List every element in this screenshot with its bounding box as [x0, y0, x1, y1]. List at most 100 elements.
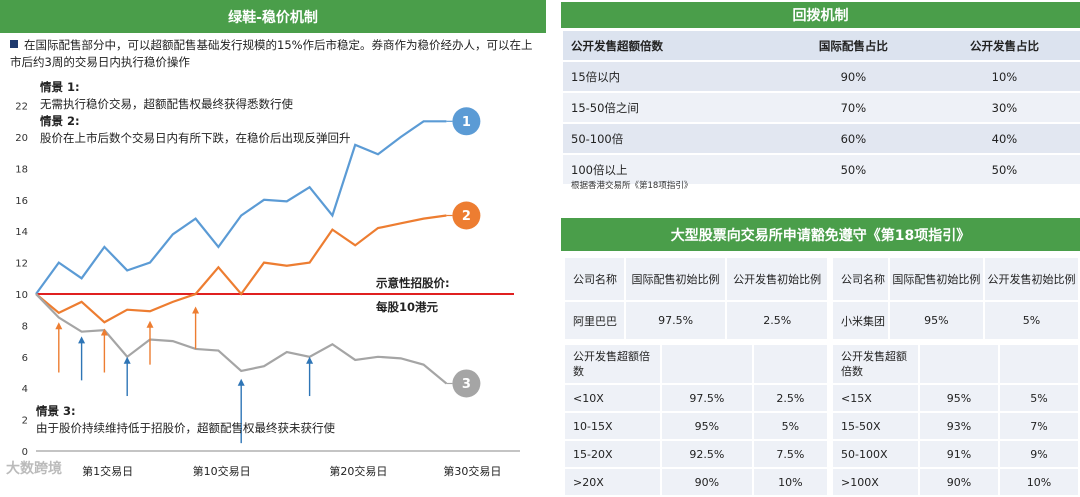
table-cell: 90% [660, 467, 754, 497]
y-tick-label: 8 [22, 321, 28, 332]
arrow-head [192, 306, 200, 314]
scenario-1-title: 情景 1: [40, 80, 80, 94]
company-header: 公司名称 [831, 256, 890, 302]
source-note: 根据香港交易所《第18项指引》 [571, 181, 693, 191]
y-tick-label: 2 [22, 416, 28, 427]
y-tick-label: 16 [15, 196, 28, 207]
multiple-header: 公开发售超额倍数 [831, 343, 920, 385]
column-header: 国际配售占比 [777, 31, 929, 62]
table-cell: 7% [998, 411, 1080, 441]
scenario-2-text: 股价在上市后数个交易日内有所下跌，在稳价后出现反弹回升 [40, 131, 351, 145]
y-tick-label: 22 [15, 102, 28, 113]
table-cell: 2.5% [725, 300, 829, 341]
table-cell: 50% [928, 154, 1080, 186]
alibaba-multiple-table: 公开发售超额倍数 <10X 97.5% 2.5% 10-15X 95% 5% 15-20… [563, 343, 830, 497]
table-cell: 2.5% [751, 383, 830, 413]
arrow-head [306, 356, 314, 364]
table-cell: 15-20X [563, 439, 662, 469]
series-badge-label: 2 [462, 209, 471, 224]
scenario-1: 情景 1: 无需执行稳价交易，超额配售权最终获得悉数行使 [40, 79, 293, 113]
table-cell: 92.5% [660, 439, 754, 469]
guide18-title: 大型股票向交易所申请豁免遵守《第18项指引》 [561, 218, 1080, 251]
y-tick-label: 18 [15, 164, 28, 175]
table-cell: 90% [777, 61, 929, 93]
x-tick-label: 第30交易日 [443, 464, 501, 478]
table-cell: 95% [918, 383, 1000, 413]
public-header: 公开发售初始比例 [725, 256, 829, 302]
scenario-3: 情景 3: 由于股价持续维持低于招股价，超额配售权最终获未获行使 [36, 403, 335, 437]
y-tick-label: 10 [15, 290, 28, 301]
intl-header: 国际配售初始比例 [887, 256, 985, 302]
table-cell: 5% [982, 300, 1080, 341]
series-badge-3 [452, 369, 481, 398]
table-cell: 50-100倍 [563, 123, 778, 155]
company-name: 阿里巴巴 [563, 300, 626, 341]
scenario-2: 情景 2: 股价在上市后数个交易日内有所下跌，在稳价后出现反弹回升 [40, 113, 351, 147]
table-cell: 30% [928, 92, 1080, 124]
table-cell: <15X [831, 383, 920, 413]
series-line-2 [35, 214, 447, 324]
table-row: >20X 90% 10% [563, 467, 830, 497]
table-cell: 50% [777, 154, 929, 186]
intro-text: 在国际配售部分中，可以超额配售基础发行规模的15%作后市稳定。券商作为稳价经办人… [10, 37, 540, 71]
watermark-text: 大数跨境 [6, 461, 62, 477]
table-row: 10-15X 95% 5% [563, 411, 830, 441]
arrow-head [237, 378, 245, 386]
table-cell: 50-100X [831, 439, 920, 469]
arrow-head [78, 336, 86, 344]
table-cell: 15倍以内 [563, 61, 778, 93]
table-cell: 70% [777, 92, 929, 124]
series-line-1 [35, 120, 447, 295]
company-name: 小米集团 [831, 300, 890, 341]
table-row: 50-100倍 60% 40% [563, 123, 1080, 155]
arrow-head [55, 322, 63, 330]
table-cell: >20X [563, 467, 662, 497]
series-badge-label: 1 [462, 115, 471, 130]
scenario-2-title: 情景 2: [40, 114, 80, 128]
alibaba-table: 公司名称 国际配售初始比例 公开发售初始比例 阿里巴巴 97.5% 2.5% [563, 256, 829, 341]
table-cell: 60% [777, 123, 929, 155]
column-header: 公开发售超额倍数 [563, 31, 778, 62]
intro-paragraph: 在国际配售部分中，可以超额配售基础发行规模的15%作后市稳定。券商作为稳价经办人… [10, 38, 533, 69]
x-tick-label: 第1交易日 [82, 464, 133, 478]
arrow-head [146, 320, 154, 328]
table-cell: 15-50X [831, 411, 920, 441]
multiple-header: 公开发售超额倍数 [563, 343, 662, 385]
table-row: 15-20X 92.5% 7.5% [563, 439, 830, 469]
y-tick-label: 4 [22, 384, 28, 395]
table-cell: 97.5% [660, 383, 754, 413]
table-row: 50-100X 91% 9% [831, 439, 1080, 469]
x-tick-label: 第20交易日 [329, 464, 387, 478]
table-row: 100倍以上 50% 50% [563, 154, 1080, 186]
series-badge-1 [452, 107, 481, 136]
y-tick-label: 20 [15, 133, 28, 144]
table-cell: 95% [660, 411, 754, 441]
bullet-icon [10, 40, 18, 48]
huibo-table: 公开发售超额倍数 国际配售占比 公开发售占比 15倍以内 90% 10% 15-… [563, 31, 1080, 186]
huibo-title: 回拨机制 [561, 2, 1080, 28]
intl-header: 国际配售初始比例 [623, 256, 728, 302]
scenario-1-text: 无需执行稳价交易，超额配售权最终获得悉数行使 [40, 97, 293, 111]
company-header: 公司名称 [563, 256, 626, 302]
arrow-head [123, 356, 131, 364]
series-badge-2 [452, 201, 481, 230]
table-cell: 5% [998, 383, 1080, 413]
table-cell: 97.5% [623, 300, 728, 341]
table-cell: 91% [918, 439, 1000, 469]
scenario-3-text: 由于股价持续维持低于招股价，超额配售权最终获未获行使 [36, 421, 335, 435]
table-cell: >100X [831, 467, 920, 497]
table-row: >100X 90% 10% [831, 467, 1080, 497]
table-cell: <10X [563, 383, 662, 413]
table-cell: 10-15X [563, 411, 662, 441]
xiaomi-multiple-table: 公开发售超额倍数 <15X 95% 5% 15-50X 93% 7% 50-100X 91… [831, 343, 1080, 497]
y-tick-label: 6 [22, 353, 28, 364]
table-cell: 10% [998, 467, 1080, 497]
y-tick-label: 12 [15, 259, 28, 270]
arrow-head [100, 328, 108, 336]
xiaomi-table: 公司名称 国际配售初始比例 公开发售初始比例 小米集团 95% 5% [831, 256, 1080, 341]
table-row: 阿里巴巴 97.5% 2.5% [563, 300, 829, 341]
column-header: 公开发售占比 [928, 31, 1080, 62]
y-tick-label: 0 [22, 447, 28, 458]
series-badge-label: 3 [462, 377, 471, 392]
